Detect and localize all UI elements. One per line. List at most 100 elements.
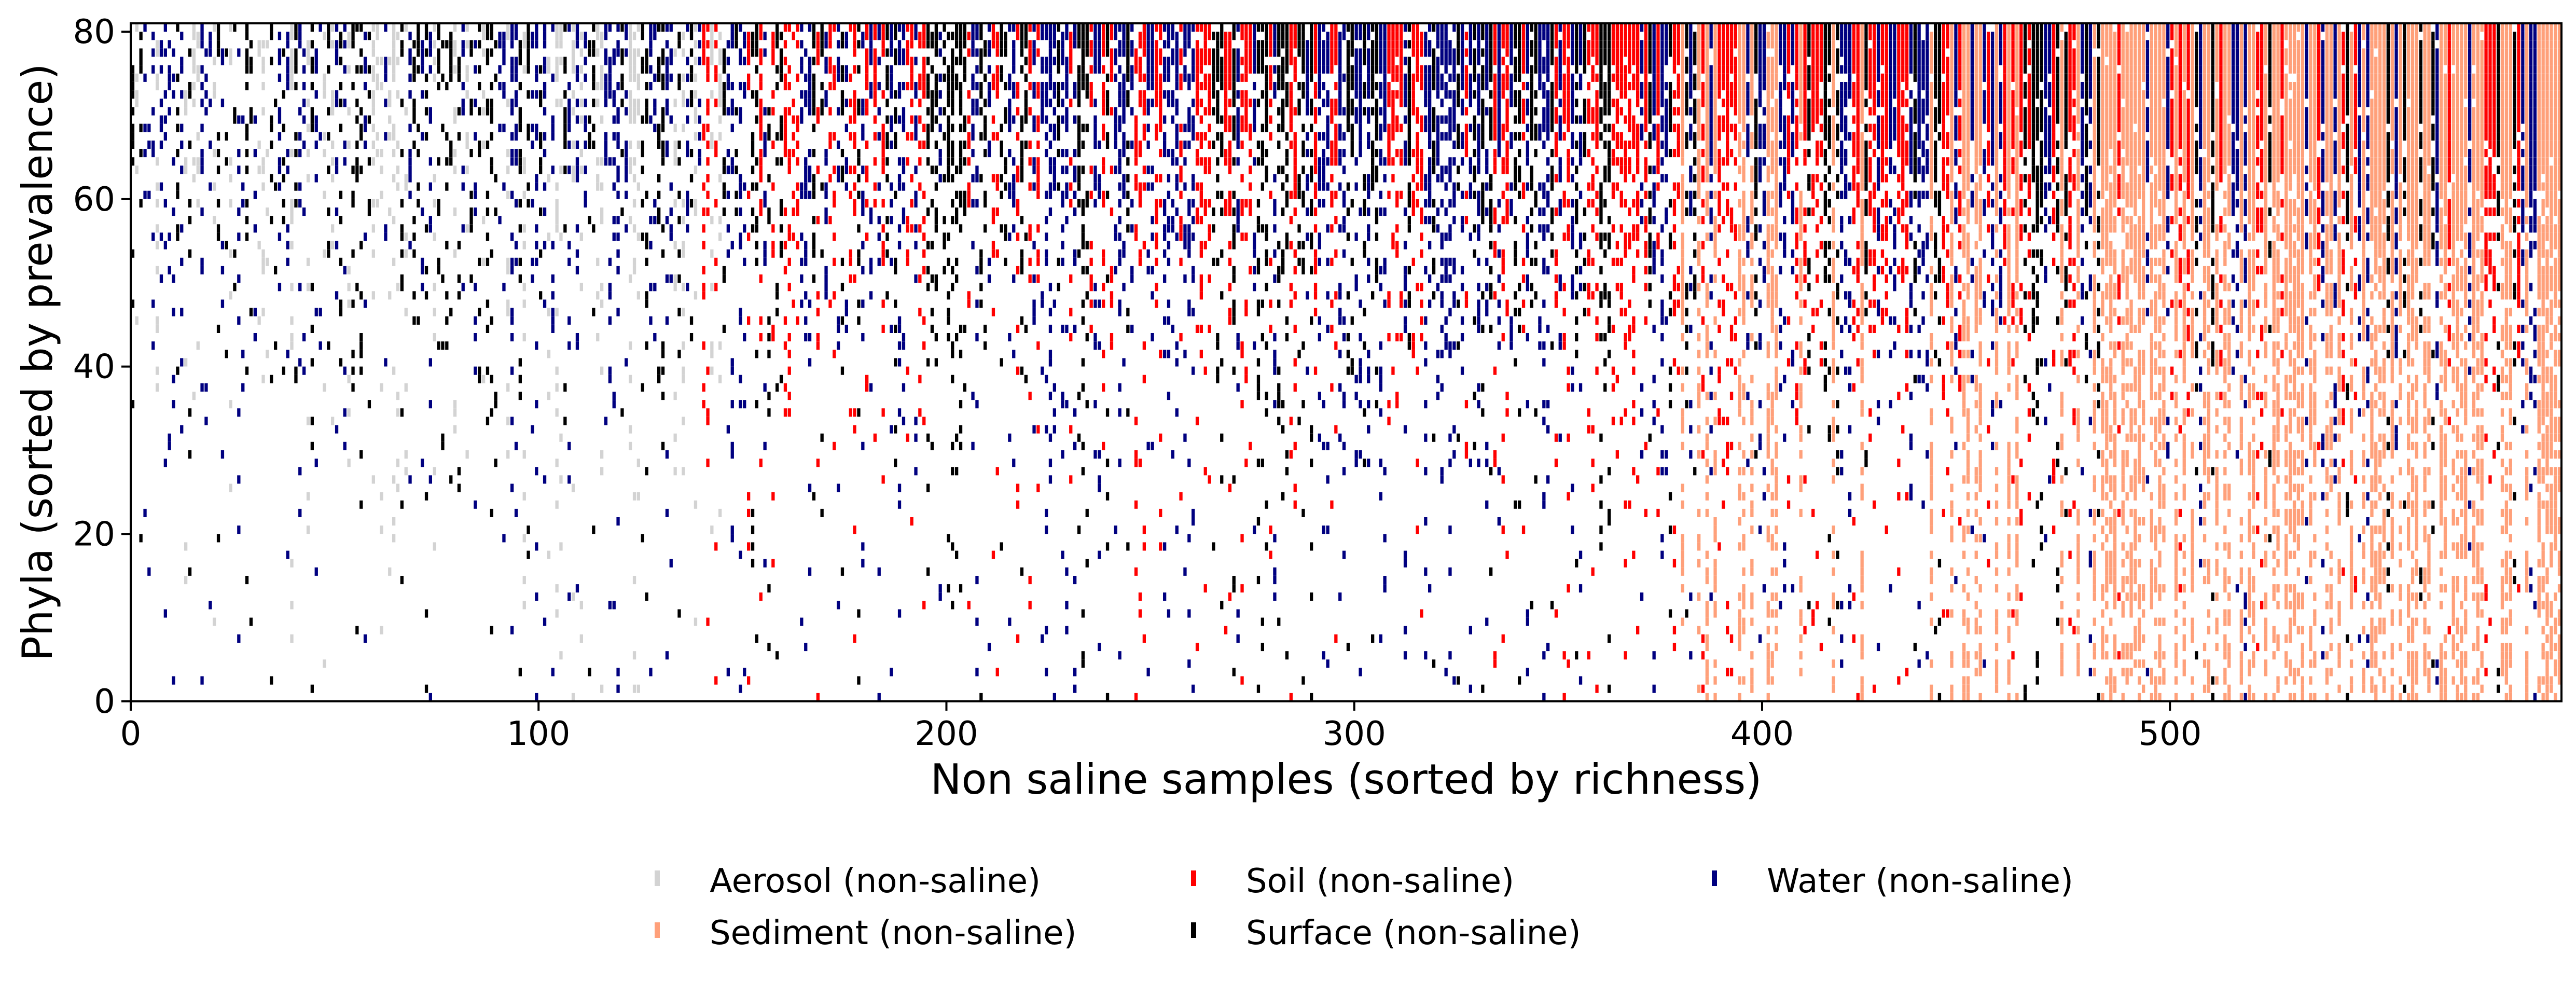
heatmap-cell — [1416, 73, 1419, 82]
heatmap-cell — [1032, 115, 1036, 124]
heatmap-cell — [490, 249, 493, 258]
heatmap-cell — [665, 40, 669, 49]
heatmap-cell — [1359, 90, 1362, 99]
heatmap-cell — [771, 333, 775, 342]
heatmap-cell — [787, 224, 791, 233]
heatmap-cell — [1330, 257, 1334, 266]
heatmap-cell — [837, 174, 840, 183]
heatmap-cell — [1473, 441, 1476, 450]
heatmap-cell — [828, 32, 832, 40]
heatmap-cell — [612, 157, 616, 166]
heatmap-cell — [1371, 73, 1375, 82]
heatmap-cell — [943, 40, 946, 49]
heatmap-cell — [616, 190, 620, 199]
heatmap-cell — [890, 32, 893, 40]
heatmap-cell — [1073, 32, 1077, 40]
heatmap-cell — [1411, 32, 1415, 40]
heatmap-cell — [755, 115, 758, 124]
heatmap-cell — [824, 283, 828, 292]
heatmap-cell — [1395, 392, 1399, 400]
heatmap-cell — [869, 383, 873, 392]
heatmap-cell — [306, 48, 310, 57]
heatmap-cell — [951, 107, 954, 116]
heatmap-cell — [216, 324, 220, 333]
heatmap-cell — [718, 132, 722, 141]
heatmap-cell — [1212, 65, 1215, 74]
heatmap-cell — [1008, 617, 1012, 626]
heatmap-cell — [1457, 140, 1460, 149]
heatmap-cell — [522, 65, 526, 74]
heatmap-cell — [1464, 149, 1469, 158]
heatmap-cell — [714, 149, 718, 158]
heatmap-cell — [1249, 208, 1252, 216]
heatmap-cell — [645, 299, 648, 308]
heatmap-cell — [612, 48, 616, 57]
heatmap-cell — [286, 82, 289, 91]
heatmap-cell — [828, 107, 832, 116]
heatmap-cell — [1289, 140, 1293, 149]
heatmap-cell — [1142, 525, 1146, 534]
heatmap-cell — [376, 73, 379, 82]
heatmap-cell — [1199, 216, 1203, 225]
heatmap-cell — [596, 257, 600, 266]
heatmap-cell — [616, 23, 620, 32]
heatmap-cell — [771, 90, 775, 99]
heatmap-cell — [1391, 157, 1395, 166]
heatmap-cell — [1301, 123, 1305, 132]
heatmap-cell — [1192, 48, 1195, 57]
heatmap-cell — [1293, 149, 1297, 158]
heatmap-cell — [1281, 266, 1285, 274]
heatmap-cell — [412, 115, 416, 124]
heatmap-cell — [743, 668, 746, 676]
heatmap-cell — [1093, 32, 1097, 40]
heatmap-cell — [1020, 65, 1024, 74]
heatmap-cell — [156, 316, 159, 325]
heatmap-cell — [261, 65, 265, 74]
heatmap-cell — [469, 216, 473, 225]
heatmap-cell — [1138, 40, 1142, 49]
heatmap-cell — [1240, 140, 1244, 149]
heatmap-cell — [812, 57, 816, 65]
heatmap-cell — [180, 123, 184, 132]
heatmap-cell — [869, 48, 873, 57]
heatmap-cell — [543, 57, 547, 65]
heatmap-cell — [629, 90, 632, 99]
heatmap-cell — [1313, 249, 1318, 258]
heatmap-cell — [787, 82, 791, 91]
heatmap-cell — [428, 182, 432, 191]
heatmap-cell — [1085, 291, 1089, 300]
heatmap-cell — [1301, 257, 1305, 266]
heatmap-cell — [706, 617, 710, 626]
heatmap-cell — [588, 668, 591, 676]
heatmap-cell — [1016, 232, 1020, 241]
heatmap-cell — [522, 224, 526, 233]
heatmap-cell — [1448, 90, 1452, 99]
heatmap-cell — [522, 333, 526, 342]
heatmap-cell — [1171, 450, 1174, 459]
heatmap-cell — [844, 32, 848, 40]
heatmap-cell — [1126, 23, 1130, 32]
heatmap-cell — [510, 417, 514, 425]
heatmap-cell — [1289, 23, 1293, 32]
heatmap-cell — [1411, 23, 1415, 32]
heatmap-cell — [975, 48, 979, 57]
heatmap-cell — [682, 283, 685, 292]
heatmap-cell — [751, 90, 755, 99]
heatmap-cell — [1224, 626, 1228, 634]
heatmap-cell — [1269, 23, 1272, 32]
heatmap-cell — [388, 132, 392, 141]
heatmap-cell — [861, 208, 865, 216]
heatmap-cell — [1293, 65, 1297, 74]
heatmap-cell — [453, 408, 457, 417]
heatmap-cell — [775, 291, 779, 300]
heatmap-cell — [1048, 140, 1052, 149]
heatmap-cell — [1367, 190, 1370, 199]
heatmap-cell — [535, 542, 538, 551]
heatmap-cell — [1297, 241, 1301, 250]
heatmap-cell — [347, 140, 351, 149]
heatmap-cell — [490, 107, 493, 116]
heatmap-cell — [1457, 299, 1460, 308]
heatmap-cell — [1134, 115, 1138, 124]
heatmap-cell — [771, 249, 775, 258]
